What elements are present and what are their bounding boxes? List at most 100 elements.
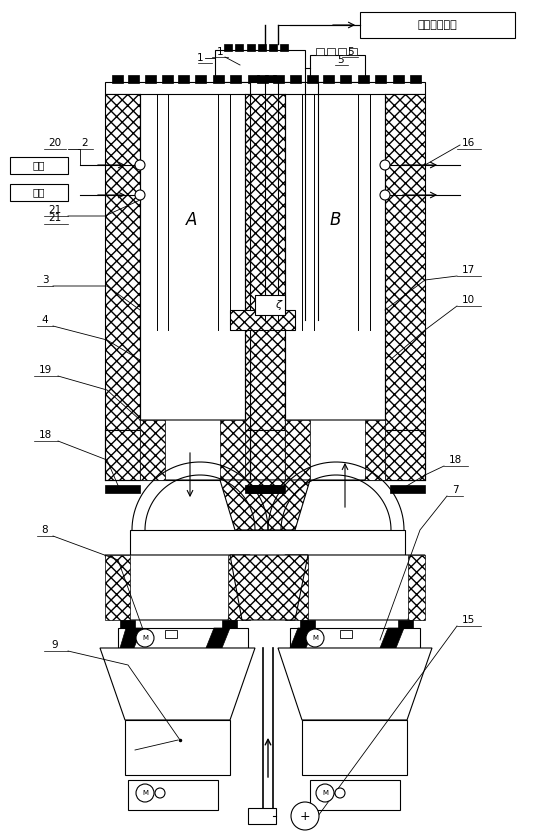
Circle shape (136, 629, 154, 647)
Text: 废气排放系统: 废气排放系统 (417, 20, 457, 30)
Bar (10, 184, 68, 201)
Polygon shape (380, 628, 404, 648)
Text: 15: 15 (462, 615, 474, 625)
Bar (118, 628, 248, 648)
Bar (145, 75, 156, 83)
Circle shape (380, 190, 390, 200)
Text: 8: 8 (42, 525, 49, 535)
Bar (128, 75, 139, 83)
Text: 17: 17 (462, 265, 474, 275)
Bar (130, 530, 405, 555)
Bar (257, 75, 268, 83)
Text: A: A (187, 211, 198, 229)
Text: 1: 1 (217, 47, 223, 57)
Polygon shape (105, 555, 250, 620)
Bar (300, 620, 315, 628)
Polygon shape (245, 94, 280, 430)
Polygon shape (285, 555, 308, 620)
Polygon shape (105, 94, 140, 430)
Text: B: B (329, 211, 341, 229)
Bar (125, 720, 230, 775)
Bar (215, 50, 305, 82)
Text: M: M (142, 635, 148, 641)
Circle shape (306, 629, 324, 647)
Bar (105, 82, 280, 94)
Polygon shape (230, 555, 308, 620)
Bar (165, 630, 177, 638)
Text: 煤气: 煤气 (33, 187, 45, 197)
Polygon shape (105, 555, 130, 620)
Text: 5: 5 (337, 55, 343, 65)
Text: 9: 9 (52, 640, 58, 650)
Bar (230, 310, 295, 330)
Polygon shape (140, 420, 245, 480)
Polygon shape (100, 648, 255, 720)
Bar (340, 630, 352, 638)
Text: 10: 10 (462, 295, 474, 305)
Bar (255, 295, 285, 315)
Bar (250, 82, 425, 94)
Text: 19: 19 (38, 365, 52, 375)
Circle shape (335, 788, 345, 798)
Polygon shape (285, 420, 385, 480)
Bar (112, 75, 123, 83)
Bar (269, 44, 277, 51)
Polygon shape (290, 628, 314, 648)
Bar (290, 628, 420, 648)
Polygon shape (140, 420, 165, 480)
Text: 2: 2 (82, 138, 88, 148)
Bar (410, 75, 421, 83)
Bar (302, 720, 407, 775)
Bar (338, 48, 346, 55)
Text: ζ: ζ (275, 300, 281, 310)
Bar (178, 75, 189, 83)
Bar (273, 75, 284, 83)
Bar (316, 48, 324, 55)
Bar (250, 485, 285, 493)
Circle shape (380, 160, 390, 170)
Polygon shape (220, 480, 310, 530)
Polygon shape (220, 420, 245, 480)
Text: 21: 21 (49, 213, 62, 223)
Bar (224, 44, 232, 51)
Text: M: M (312, 635, 318, 641)
Polygon shape (120, 628, 142, 648)
Bar (349, 48, 357, 55)
Circle shape (135, 160, 145, 170)
Bar (310, 55, 365, 82)
Bar (258, 44, 266, 51)
Bar (230, 75, 241, 83)
Bar (360, 12, 515, 38)
Bar (393, 75, 404, 83)
Polygon shape (285, 555, 425, 620)
Bar (10, 157, 68, 174)
Circle shape (136, 784, 154, 802)
Polygon shape (278, 648, 432, 720)
Bar (222, 620, 237, 628)
Polygon shape (206, 628, 230, 648)
Bar (213, 75, 224, 83)
Text: 18: 18 (38, 430, 52, 440)
Bar (247, 44, 255, 51)
Bar (375, 75, 386, 83)
Polygon shape (228, 555, 250, 620)
Bar (248, 808, 276, 824)
Bar (105, 485, 140, 493)
Polygon shape (385, 430, 425, 480)
Bar (390, 485, 425, 493)
Circle shape (291, 802, 319, 830)
Text: M: M (322, 790, 328, 796)
Text: 5: 5 (346, 47, 353, 57)
Bar (327, 48, 335, 55)
Text: 20: 20 (49, 138, 62, 148)
Polygon shape (250, 430, 285, 480)
Text: M: M (142, 790, 148, 796)
Bar (195, 75, 206, 83)
Circle shape (155, 788, 165, 798)
Circle shape (135, 190, 145, 200)
Bar (398, 620, 413, 628)
Bar (162, 75, 173, 83)
Polygon shape (365, 420, 385, 480)
Polygon shape (408, 555, 425, 620)
Bar (235, 44, 243, 51)
